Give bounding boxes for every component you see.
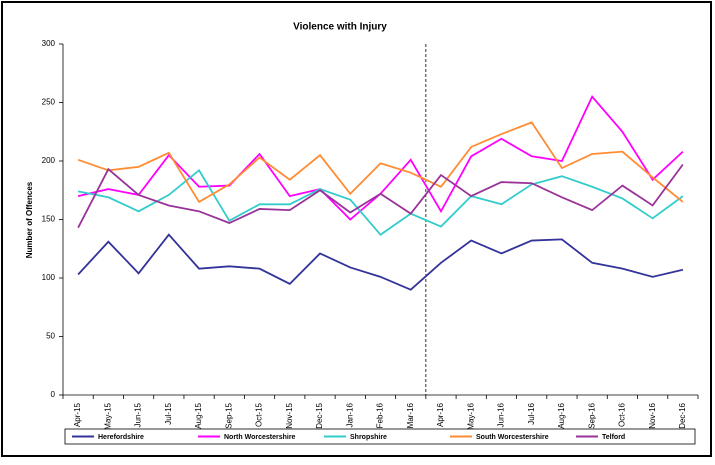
series-line bbox=[77, 169, 684, 236]
x-tick-label: May-16 bbox=[466, 402, 475, 429]
y-tick-label: 250 bbox=[42, 98, 56, 107]
legend-label: North Worcestershire bbox=[224, 434, 296, 441]
x-tick-label: Jan-16 bbox=[345, 402, 354, 427]
x-tick-label: Oct-15 bbox=[255, 402, 264, 427]
x-tick-label: Sep-16 bbox=[587, 402, 596, 428]
x-tick-label: Aug-15 bbox=[194, 402, 203, 428]
chart-border bbox=[1, 1, 712, 457]
legend-label: South Worcestershire bbox=[476, 434, 549, 441]
x-tick-label: Nov-16 bbox=[648, 402, 657, 428]
y-tick-label: 0 bbox=[51, 390, 56, 399]
legend-label: Shropshire bbox=[350, 434, 387, 441]
legend-label: Telford bbox=[602, 434, 625, 441]
legend-box bbox=[64, 428, 696, 445]
series-line bbox=[77, 121, 684, 204]
y-tick-label: 50 bbox=[46, 332, 55, 341]
x-tick-label: May-15 bbox=[103, 402, 112, 429]
x-tick-label: Apr-15 bbox=[73, 402, 82, 427]
y-axis-label: Number of Offences bbox=[25, 181, 34, 258]
x-tick-label: Nov-15 bbox=[285, 402, 294, 428]
legend-label: Herefordshire bbox=[98, 434, 144, 441]
x-tick-label: Oct-16 bbox=[618, 402, 627, 427]
y-tick-label: 150 bbox=[42, 215, 56, 224]
x-tick-label: Jun-15 bbox=[134, 402, 143, 427]
y-tick-label: 100 bbox=[42, 273, 56, 282]
x-tick-label: Sep-15 bbox=[224, 402, 233, 428]
series-line bbox=[77, 163, 684, 229]
x-tick-label: Dec-16 bbox=[678, 402, 687, 428]
y-tick-label: 200 bbox=[42, 156, 56, 165]
x-tick-label: Aug-16 bbox=[557, 402, 566, 428]
series-line bbox=[77, 233, 684, 291]
x-tick-label: Jul-16 bbox=[527, 402, 536, 424]
chart-title: Violence with Injury bbox=[293, 22, 387, 33]
x-tick-label: Feb-16 bbox=[376, 402, 385, 428]
y-tick-label: 300 bbox=[42, 39, 56, 48]
x-tick-label: Jul-15 bbox=[164, 402, 173, 424]
x-tick-label: Apr-16 bbox=[436, 402, 445, 427]
x-tick-label: Dec-15 bbox=[315, 402, 324, 428]
x-tick-label: Jun-16 bbox=[497, 402, 506, 427]
x-tick-label: Mar-16 bbox=[406, 402, 415, 428]
